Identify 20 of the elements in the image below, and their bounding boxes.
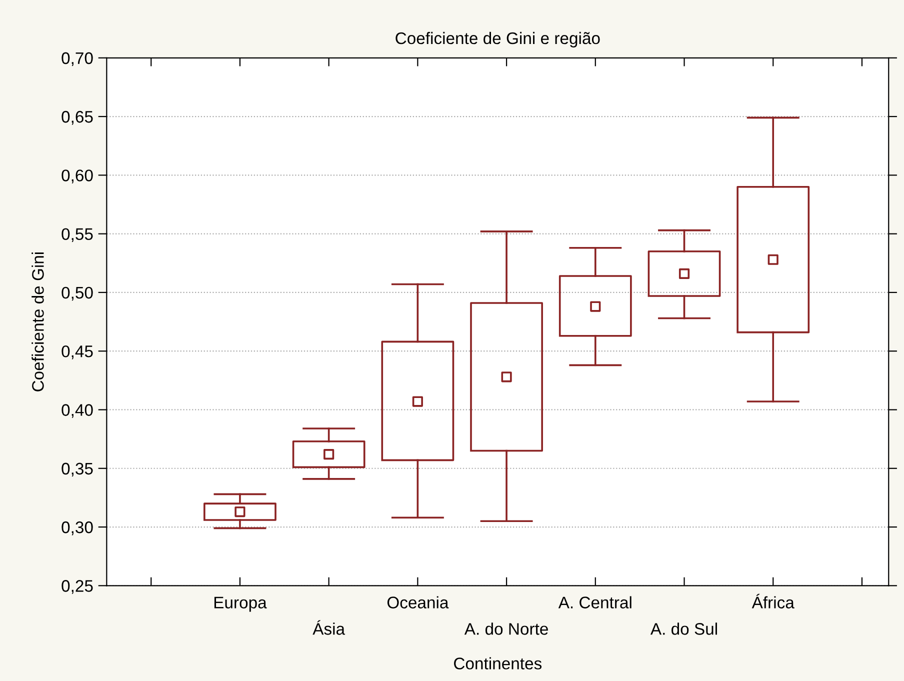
x-tick-label: A. do Sul [650,622,717,635]
chart-title: Coeficiente de Gini e região [396,32,600,48]
x-tick-label: Europa [214,596,267,612]
y-tick-label: 0,25 [62,580,93,594]
y-tick-label: 0,55 [62,228,93,242]
x-axis-title: Continentes [454,657,542,670]
y-tick-label: 0,35 [62,462,93,477]
y-tick-label: 0,60 [62,170,93,184]
y-tick-label: 0,70 [62,52,93,66]
x-tick-label: África [752,594,794,608]
y-tick-label: 0,45 [62,345,93,360]
x-tick-label: Oceania [387,596,449,608]
y-tick-label: 0,65 [62,110,93,125]
x-tick-label: Ásia [312,620,346,635]
y-tick-label: 0,40 [62,404,93,418]
x-tick-label: A. Central [558,596,632,608]
y-tick-label: 0,50 [62,286,93,301]
y-tick-label: 0,30 [62,521,93,536]
y-axis-title: Coeficiente de Gini [32,252,44,392]
x-tick-label: A. do Norte [464,622,548,635]
